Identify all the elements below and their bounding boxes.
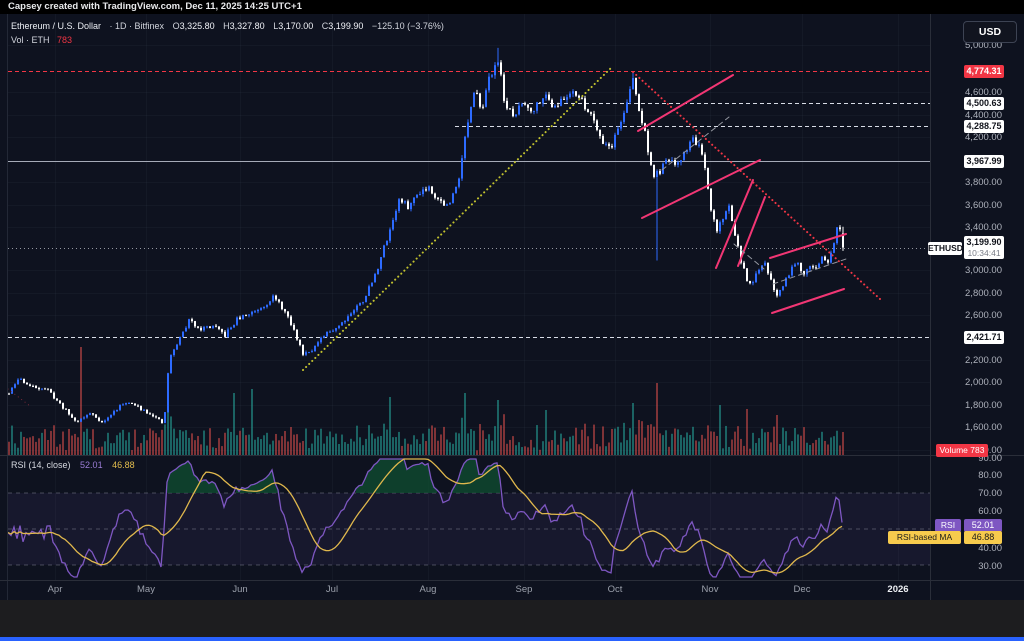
trendline-flag3-upper xyxy=(769,233,847,259)
export-attribution: Capsey created with TradingView.com, Dec… xyxy=(8,1,302,12)
price-level-badge: 4,288.75 xyxy=(964,119,1004,133)
volume-legend-label: Vol · ETH xyxy=(11,35,50,45)
rsi-axis-tick: 40.00 xyxy=(978,543,1002,554)
price-level-badge: 4,774.31 xyxy=(964,64,1004,78)
rsi-ma-line xyxy=(7,458,843,574)
time-axis-tick: Aug xyxy=(419,584,437,595)
trendline-flag2-upper xyxy=(715,179,754,269)
current-price-badge: 3,199.90 10:34:41 xyxy=(964,236,1004,259)
price-axis-tick: 2,800.00 xyxy=(965,288,1002,299)
time-axis-tick: May xyxy=(137,584,155,595)
rsi-legend[interactable]: RSI (14, close) 52.01 46.88 xyxy=(11,460,135,470)
price-level-badge: 4,500.63 xyxy=(964,96,1004,110)
price-axis-tick: 4,200.00 xyxy=(965,132,1002,143)
price-axis-tick: 1,800.00 xyxy=(965,400,1002,411)
price-axis-tick: 4,600.00 xyxy=(965,87,1002,98)
rsi-axis-tick: 70.00 xyxy=(978,488,1002,499)
rsi-legend-title: RSI (14, close) xyxy=(11,460,71,470)
rsi-series xyxy=(7,458,843,578)
rsi-ma-value-badge: 46.88 xyxy=(964,530,1002,544)
symbol-price-label: ETHUSD xyxy=(928,241,963,255)
price-axis-tick: 3,800.00 xyxy=(965,177,1002,188)
rsi-legend-value: 52.01 xyxy=(80,460,103,470)
candlestick-series xyxy=(8,47,844,424)
ohlc-high: H3,327.80 xyxy=(223,21,265,31)
price-level-badge: 2,421.71 xyxy=(964,330,1004,344)
volume-legend[interactable]: Vol · ETH 783 xyxy=(11,35,72,45)
symbol-title[interactable]: Ethereum / U.S. Dollar xyxy=(11,21,102,31)
export-topbar: Capsey created with TradingView.com, Dec… xyxy=(0,0,1024,14)
trendline-flag2-lower xyxy=(737,196,766,267)
change-value: −125.10 (−3.76%) xyxy=(371,21,444,31)
price-level-lines xyxy=(8,71,930,338)
price-axis-tick: 1,600.00 xyxy=(965,422,1002,433)
drawing-trendlines[interactable] xyxy=(7,66,881,407)
rsi-name-badge: RSI xyxy=(935,518,961,532)
bottom-accent-bar xyxy=(0,637,1024,641)
rsi-axis-tick: 30.00 xyxy=(978,561,1002,572)
footer-strip: TradingView xyxy=(0,600,1024,637)
pane-separators xyxy=(0,14,1024,600)
volume-series xyxy=(8,347,844,455)
time-axis-tick: Sep xyxy=(515,584,533,595)
time-axis-tick: Nov xyxy=(701,584,719,595)
price-axis-tick: 2,200.00 xyxy=(965,355,1002,366)
time-axis-tick: 2026 xyxy=(887,584,909,595)
price-axis-tick: 2,000.00 xyxy=(965,377,1002,388)
ohlc-close: C3,199.90 xyxy=(321,21,364,31)
time-axis-tick: Apr xyxy=(47,584,63,595)
volume-axis-badge: Volume 783 xyxy=(936,443,988,457)
price-axis-tick: 2,600.00 xyxy=(965,310,1002,321)
rsi-axis-tick: 60.00 xyxy=(978,506,1002,517)
price-axis-tick: 3,600.00 xyxy=(965,200,1002,211)
rsi-ma-legend-value: 46.88 xyxy=(112,460,135,470)
price-axis-tick: 4,400.00 xyxy=(965,110,1002,121)
symbol-legend[interactable]: Ethereum / U.S. Dollar · 1D · Bitfinex O… xyxy=(11,21,450,31)
symbol-meta: · 1D · Bitfinex xyxy=(109,21,165,31)
time-axis-tick: Oct xyxy=(607,584,623,595)
trendline-dash-seg-1 xyxy=(661,116,730,171)
trendline-dash-seg-2 xyxy=(733,243,765,270)
ohlc-open: O3,325.80 xyxy=(172,21,215,31)
rsi-axis-tick: 80.00 xyxy=(978,470,1002,481)
bar-countdown: 10:34:41 xyxy=(967,248,1001,258)
trendline-flag1-upper xyxy=(637,74,734,132)
volume-legend-value: 783 xyxy=(57,35,73,45)
time-axis-tick: Jun xyxy=(232,584,248,595)
rsi-line xyxy=(7,458,843,578)
currency-toggle-button[interactable]: USD xyxy=(963,21,1017,43)
rsi-band xyxy=(8,492,930,566)
rsi-axis-tick: 90.00 xyxy=(978,453,1002,464)
trendline-flag3-lower xyxy=(771,288,845,314)
time-axis-tick: Dec xyxy=(793,584,811,595)
current-price-value: 3,199.90 xyxy=(966,237,1002,247)
trendline-dash-seg-3 xyxy=(772,258,847,285)
trendline-yellow-uptrend xyxy=(302,66,613,371)
ohlc-low: L3,170.00 xyxy=(273,21,314,31)
price-axis-tick: 3,400.00 xyxy=(965,222,1002,233)
time-axis-tick: Jul xyxy=(325,584,339,595)
trendline-flag1-lower xyxy=(641,159,761,219)
price-axis-tick: 5,000.00 xyxy=(965,40,1002,51)
price-axis-tick: 3,000.00 xyxy=(965,265,1002,276)
price-level-badge: 3,967.99 xyxy=(964,154,1004,168)
trendline-old-trend-tail xyxy=(7,388,31,407)
trendline-red-downtrend xyxy=(632,71,881,300)
rsi-ma-name-badge: RSI-based MA xyxy=(888,530,961,544)
rsi-value-badge: 52.01 xyxy=(964,518,1002,532)
